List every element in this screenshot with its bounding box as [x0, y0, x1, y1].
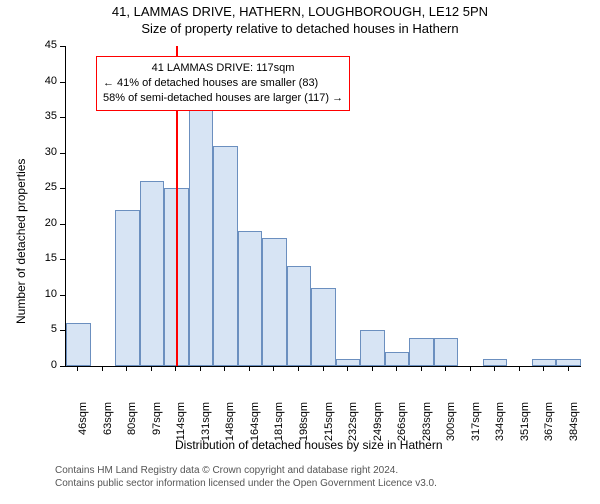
- x-tick-label: 131sqm: [200, 402, 212, 448]
- x-tick-mark: [445, 366, 446, 371]
- x-tick-label: 164sqm: [249, 402, 261, 448]
- x-tick-mark: [151, 366, 152, 371]
- y-tick-mark: [60, 224, 65, 225]
- y-tick-label: 25: [37, 181, 57, 193]
- x-tick-mark: [347, 366, 348, 371]
- annotation-line-2: ← 41% of detached houses are smaller (83…: [103, 76, 343, 91]
- y-tick-mark: [60, 295, 65, 296]
- histogram-bar: [140, 181, 165, 366]
- x-tick-mark: [470, 366, 471, 371]
- x-tick-label: 249sqm: [372, 402, 384, 448]
- y-tick-mark: [60, 46, 65, 47]
- x-tick-mark: [126, 366, 127, 371]
- y-tick-label: 0: [37, 359, 57, 371]
- footer-attribution: Contains HM Land Registry data © Crown c…: [55, 464, 437, 490]
- x-tick-label: 300sqm: [445, 402, 457, 448]
- y-tick-label: 45: [37, 39, 57, 51]
- annotation-line-3: 58% of semi-detached houses are larger (…: [103, 91, 343, 106]
- y-tick-label: 10: [37, 288, 57, 300]
- histogram-bar: [483, 359, 508, 366]
- y-tick-mark: [60, 82, 65, 83]
- y-tick-mark: [60, 153, 65, 154]
- x-tick-label: 198sqm: [298, 402, 310, 448]
- x-tick-label: 367sqm: [543, 402, 555, 448]
- y-tick-label: 30: [37, 146, 57, 158]
- x-tick-label: 181sqm: [273, 402, 285, 448]
- histogram-bar: [115, 210, 140, 366]
- y-axis-label: Number of detached properties: [14, 159, 28, 324]
- y-tick-mark: [60, 259, 65, 260]
- x-tick-mark: [200, 366, 201, 371]
- x-tick-label: 384sqm: [568, 402, 580, 448]
- x-tick-label: 351sqm: [519, 402, 531, 448]
- annotation-line-1: 41 LAMMAS DRIVE: 117sqm: [103, 61, 343, 76]
- y-tick-mark: [60, 330, 65, 331]
- x-tick-label: 266sqm: [396, 402, 408, 448]
- histogram-bar: [556, 359, 581, 366]
- histogram-bar: [238, 231, 263, 366]
- histogram-bar: [385, 352, 410, 366]
- x-tick-label: 80sqm: [126, 402, 138, 448]
- y-tick-mark: [60, 366, 65, 367]
- x-tick-mark: [298, 366, 299, 371]
- x-tick-mark: [224, 366, 225, 371]
- x-tick-mark: [249, 366, 250, 371]
- y-tick-label: 15: [37, 252, 57, 264]
- y-tick-mark: [60, 117, 65, 118]
- x-tick-label: 215sqm: [323, 402, 335, 448]
- histogram-bar: [434, 338, 459, 366]
- histogram-bar: [311, 288, 336, 366]
- chart-plot-area: 41 LAMMAS DRIVE: 117sqm← 41% of detached…: [65, 46, 581, 367]
- x-tick-mark: [494, 366, 495, 371]
- x-tick-mark: [102, 366, 103, 371]
- x-tick-label: 148sqm: [224, 402, 236, 448]
- page-title-subtitle: Size of property relative to detached ho…: [0, 21, 600, 36]
- x-tick-label: 334sqm: [494, 402, 506, 448]
- y-tick-label: 5: [37, 323, 57, 335]
- histogram-bar: [262, 238, 287, 366]
- y-tick-label: 40: [37, 75, 57, 87]
- x-tick-label: 114sqm: [175, 402, 187, 448]
- x-tick-label: 46sqm: [77, 402, 89, 448]
- x-tick-mark: [273, 366, 274, 371]
- x-tick-mark: [323, 366, 324, 371]
- x-tick-mark: [421, 366, 422, 371]
- histogram-bar: [409, 338, 434, 366]
- histogram-bar: [532, 359, 557, 366]
- x-tick-mark: [519, 366, 520, 371]
- histogram-bar: [66, 323, 91, 366]
- histogram-bar: [213, 146, 238, 366]
- page-title-address: 41, LAMMAS DRIVE, HATHERN, LOUGHBOROUGH,…: [0, 4, 600, 19]
- x-tick-mark: [175, 366, 176, 371]
- x-tick-mark: [543, 366, 544, 371]
- annotation-box: 41 LAMMAS DRIVE: 117sqm← 41% of detached…: [96, 56, 350, 111]
- x-tick-mark: [396, 366, 397, 371]
- x-tick-label: 97sqm: [151, 402, 163, 448]
- y-tick-label: 20: [37, 217, 57, 229]
- footer-line-2: Contains public sector information licen…: [55, 477, 437, 490]
- footer-line-1: Contains HM Land Registry data © Crown c…: [55, 464, 437, 477]
- histogram-bar: [360, 330, 385, 366]
- histogram-bar: [336, 359, 361, 366]
- x-tick-mark: [372, 366, 373, 371]
- histogram-bar: [189, 103, 214, 366]
- histogram-bar: [287, 266, 312, 366]
- x-tick-label: 232sqm: [347, 402, 359, 448]
- x-tick-mark: [568, 366, 569, 371]
- x-tick-label: 317sqm: [470, 402, 482, 448]
- x-tick-mark: [77, 366, 78, 371]
- y-tick-mark: [60, 188, 65, 189]
- x-tick-label: 63sqm: [102, 402, 114, 448]
- y-tick-label: 35: [37, 110, 57, 122]
- x-tick-label: 283sqm: [421, 402, 433, 448]
